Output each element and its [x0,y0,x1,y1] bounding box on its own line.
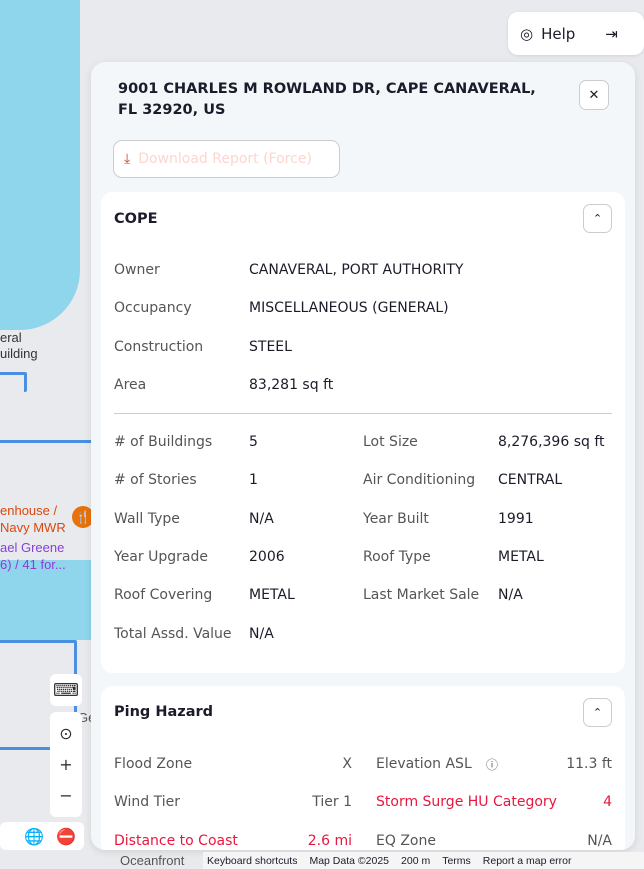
report-error-link[interactable]: Report a map error [482,854,572,867]
close-button[interactable]: ✕ [579,80,609,110]
address-title: 9001 CHARLES M ROWLAND DR, CAPE CANAVERA… [118,81,536,118]
field-value: 8,276,396 sq ft [498,434,605,450]
property-panel: 9001 CHARLES M ROWLAND DR, CAPE CANAVERA… [91,62,635,850]
field-value: N/A [587,832,612,849]
map-label[interactable]: enhouse / [0,503,58,518]
field-label: # of Stories [114,472,197,489]
scale-text[interactable]: 200 m [401,854,431,867]
route [0,440,97,450]
hide-buildings-icon[interactable]: ⛔ [56,826,76,846]
collapse-cope-button[interactable]: ⌃ [583,204,612,233]
hazard-title: Ping Hazard [114,704,214,720]
zoom-out-button[interactable]: − [59,786,73,805]
map-label: uilding [0,346,38,361]
field-value: 11.3 ft [566,756,612,772]
cope-card: COPE ⌃ Owner CANAVERAL, PORT AUTHORITY Occ… [101,192,625,673]
map-data-text: Map Data ©2025 [309,854,390,867]
zoom-in-button[interactable]: + [59,755,73,774]
map-layer-controls: 🌐 ⛔ [0,822,84,850]
field-value: CANAVERAL, PORT AUTHORITY [249,262,464,278]
map-label[interactable]: ael Greene [0,540,65,555]
zoom-controls: ⊙ + − [50,712,82,817]
field-value: 83,281 sq ft [249,376,334,393]
ping-hazard-card: Ping Hazard ⌃ Flood Zone X Wind Tier Tier 1… [101,686,625,850]
restaurant-pin-icon[interactable]: 🍴 [72,506,94,528]
download-label: Download Report (Force) [138,151,312,167]
field-value: N/A [498,587,523,604]
divider [114,413,612,414]
field-label: # of Buildings [114,434,213,450]
map-label[interactable]: Navy MWR [0,520,66,535]
keyboard-shortcuts-link[interactable]: Keyboard shortcuts [207,854,298,867]
field-label: Distance to Coast [114,832,238,849]
map-label[interactable]: 6) / 41 for... [0,557,66,572]
field-label: Owner [114,262,160,278]
help-button[interactable]: Help [541,24,576,43]
field-value: 1 [249,472,258,489]
field-label: Wind Tier [114,794,181,811]
field-label: Year Upgrade [114,548,208,565]
recenter-icon[interactable]: ⊙ [59,724,73,743]
field-label: Year Built [363,510,429,527]
cope-title: COPE [114,211,158,227]
field-value: CENTRAL [498,472,563,489]
water [0,560,95,640]
field-value: METAL [249,587,295,604]
keyboard-icon[interactable]: ⌨ [50,674,82,706]
field-value: 1991 [498,510,534,527]
logout-icon[interactable]: ⇥ [605,24,618,43]
field-label: Air Conditioning [363,472,476,489]
field-value: METAL [498,548,544,565]
map-label: eral [0,330,22,345]
field-label: Last Market Sale [363,587,480,604]
field-label: Storm Surge HU Category [376,794,557,811]
field-value: STEEL [249,338,292,355]
field-value: 4 [603,794,612,811]
field-value: MISCELLANEOUS (GENERAL) [249,300,449,317]
field-label: Wall Type [114,510,180,527]
water [0,0,80,330]
info-icon[interactable]: ⓘ [486,758,499,772]
field-label: Lot Size [363,434,418,450]
field-label: Total Assd. Value [114,625,232,642]
field-value: X [342,756,352,772]
download-icon: ⤓ [124,151,131,167]
collapse-hazard-button[interactable]: ⌃ [583,698,612,727]
field-label: Construction [114,338,204,355]
field-label: Roof Type [363,548,431,565]
field-value: Tier 1 [312,794,352,811]
field-label: Roof Covering [114,587,213,604]
terms-link[interactable]: Terms [442,854,471,867]
field-label: Area [114,376,147,393]
globe-icon[interactable]: 🌐 [24,826,45,846]
field-value: 5 [249,434,258,450]
route [0,372,27,392]
field-label: Elevation ASL [376,756,472,772]
map-label: Oceanfront [120,853,185,868]
field-value: N/A [249,510,274,527]
field-label: Occupancy [114,300,192,317]
download-report-button[interactable]: ⤓ Download Report (Force) [113,140,340,178]
field-label: Flood Zone [114,756,193,772]
map-footer: Keyboard shortcuts Map Data ©2025 200 m … [203,852,644,869]
field-label: EQ Zone [376,832,436,849]
help-bar: ◎ Help ⇥ [508,12,644,55]
field-value: 2.6 mi [307,832,352,849]
field-value: 2006 [249,548,285,565]
field-value: N/A [249,625,274,642]
lifebuoy-icon[interactable]: ◎ [520,24,534,43]
